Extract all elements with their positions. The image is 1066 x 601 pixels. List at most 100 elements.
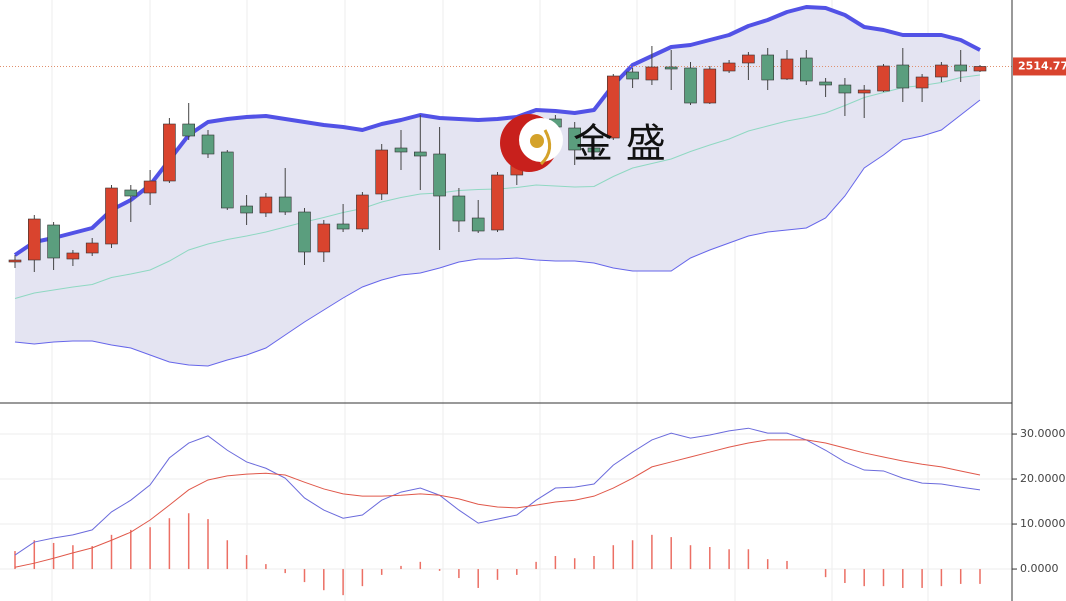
histogram-bar bbox=[380, 569, 383, 575]
histogram-bar bbox=[342, 569, 344, 596]
histogram-bar bbox=[33, 540, 36, 570]
candle-body bbox=[954, 64, 968, 72]
histogram-bar bbox=[323, 569, 325, 591]
candle-body bbox=[587, 147, 601, 153]
histogram-bar bbox=[959, 569, 962, 584]
candle-body bbox=[201, 134, 215, 155]
macd-line bbox=[14, 427, 981, 556]
candle-body bbox=[799, 57, 813, 82]
histogram-bar bbox=[226, 540, 229, 570]
histogram-bar bbox=[631, 540, 634, 570]
histogram-bar bbox=[72, 545, 74, 570]
histogram-bar bbox=[728, 549, 730, 570]
histogram-bar bbox=[824, 569, 827, 578]
histogram-bar bbox=[689, 545, 692, 570]
histogram-bar bbox=[554, 556, 557, 570]
logo-ball bbox=[530, 134, 544, 148]
histogram-bar bbox=[921, 569, 923, 588]
candle-body bbox=[626, 71, 639, 80]
histogram-bar bbox=[651, 534, 653, 570]
histogram-bar bbox=[207, 519, 209, 570]
candle-body bbox=[278, 196, 292, 213]
candle-body bbox=[259, 196, 273, 214]
candle-body bbox=[163, 123, 176, 182]
candle-body bbox=[491, 174, 504, 231]
histogram-bar bbox=[400, 565, 402, 570]
candle-body bbox=[915, 76, 929, 89]
histogram-bar bbox=[593, 556, 595, 570]
lower-band bbox=[14, 99, 981, 367]
candle-body bbox=[298, 211, 311, 253]
candle-body bbox=[742, 54, 755, 64]
candle-body bbox=[973, 66, 987, 72]
candle-body bbox=[896, 64, 910, 89]
histogram-bar bbox=[516, 569, 518, 575]
candle-body bbox=[645, 66, 659, 81]
candle-body bbox=[684, 67, 697, 104]
histogram-bar bbox=[786, 560, 788, 570]
candle-body bbox=[780, 58, 794, 80]
candle-body bbox=[761, 54, 775, 81]
candle-body bbox=[606, 75, 620, 139]
histogram-bar bbox=[477, 569, 479, 588]
candle-body bbox=[877, 65, 890, 92]
y-tick-label: 30.0000 bbox=[1020, 427, 1066, 440]
candle-body bbox=[935, 64, 948, 78]
candle-body bbox=[240, 205, 253, 214]
histogram-bar bbox=[535, 561, 537, 570]
candle-body bbox=[317, 223, 331, 253]
histogram-bar bbox=[979, 569, 981, 584]
candle-body bbox=[336, 223, 350, 230]
y-tick-label: 20.0000 bbox=[1020, 472, 1066, 485]
histogram-bar bbox=[863, 569, 865, 587]
histogram-bar bbox=[612, 545, 615, 570]
histogram-bar bbox=[245, 555, 248, 570]
candle-body bbox=[722, 62, 736, 72]
candle-body bbox=[221, 151, 234, 209]
upper-band bbox=[13, 5, 981, 257]
candle-body bbox=[819, 81, 832, 86]
histogram-bar bbox=[709, 547, 711, 570]
candle-body bbox=[356, 194, 369, 230]
histogram-bar bbox=[284, 569, 286, 574]
candle-body bbox=[394, 147, 408, 153]
histogram-bar bbox=[52, 542, 55, 570]
price-tag-box bbox=[1013, 57, 1066, 76]
candle-body bbox=[568, 127, 582, 151]
price-tag-label: 2514.77 bbox=[1018, 59, 1066, 72]
histogram-bar bbox=[361, 569, 364, 587]
candle-body bbox=[433, 153, 446, 197]
histogram-bar bbox=[265, 564, 267, 570]
histogram-bar bbox=[187, 513, 190, 570]
candle-body bbox=[47, 224, 60, 259]
histogram-bar bbox=[940, 569, 943, 587]
histogram-bar bbox=[844, 569, 846, 583]
histogram-bar bbox=[419, 561, 422, 570]
y-tick-label: 10.0000 bbox=[1020, 517, 1066, 530]
candle-body bbox=[8, 259, 22, 263]
histogram-bar bbox=[882, 569, 885, 587]
candle-body bbox=[66, 252, 80, 260]
histogram-bar bbox=[573, 558, 576, 570]
logo bbox=[500, 114, 563, 172]
candle-body bbox=[143, 180, 157, 194]
candle-body bbox=[664, 66, 678, 70]
histogram-bar bbox=[902, 569, 904, 588]
candle-body bbox=[375, 149, 389, 195]
candle-body bbox=[182, 123, 195, 137]
histogram-bar bbox=[14, 551, 16, 570]
histogram-bar bbox=[130, 529, 132, 570]
candle-body bbox=[124, 189, 138, 197]
candle-body bbox=[838, 84, 852, 94]
histogram-bar bbox=[747, 549, 750, 570]
histogram-bar bbox=[168, 518, 171, 570]
candle-body bbox=[413, 151, 427, 157]
histogram-bar bbox=[110, 534, 113, 570]
candle-body bbox=[27, 218, 41, 261]
candle-body bbox=[105, 187, 118, 245]
histogram-bar bbox=[766, 559, 769, 570]
candle-body bbox=[452, 195, 466, 222]
histogram-bar bbox=[91, 546, 93, 570]
candle-body bbox=[85, 242, 99, 254]
